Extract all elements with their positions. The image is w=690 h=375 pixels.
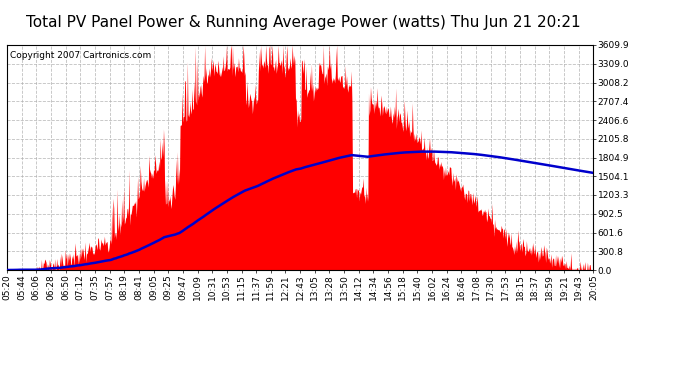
Text: Total PV Panel Power & Running Average Power (watts) Thu Jun 21 20:21: Total PV Panel Power & Running Average P… [26, 15, 581, 30]
Text: Copyright 2007 Cartronics.com: Copyright 2007 Cartronics.com [10, 51, 151, 60]
